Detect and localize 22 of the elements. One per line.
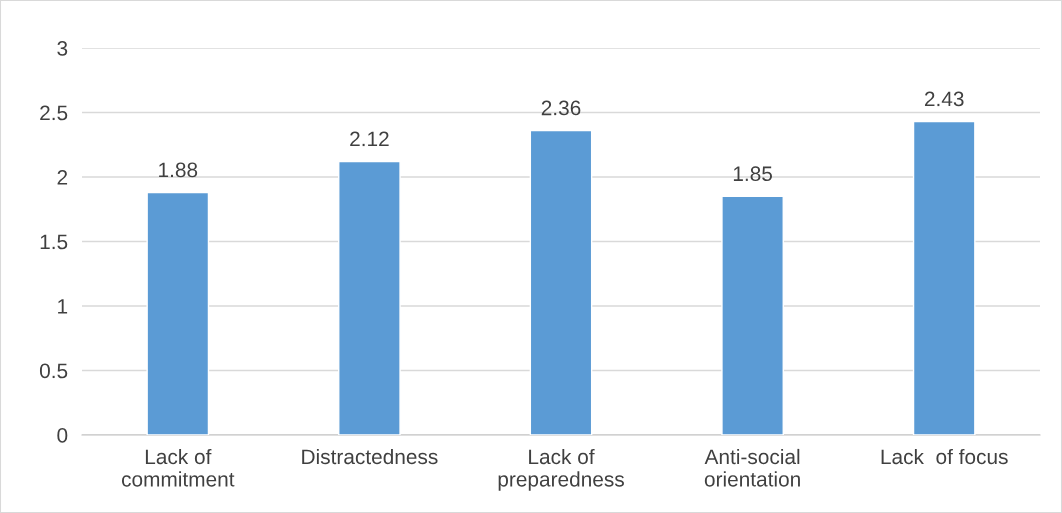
x-tick-label: Lack of preparedness	[498, 448, 624, 491]
bar	[721, 195, 784, 435]
y-tick-label: 2.5	[40, 105, 68, 121]
x-tick-label: Lack of focus	[881, 448, 1008, 465]
bar	[529, 129, 593, 435]
y-tick-label: 0.5	[39, 363, 68, 379]
y-tick-label: 3	[57, 41, 68, 56]
data-label: 2.36	[541, 100, 581, 116]
y-tick-label: 2	[57, 170, 68, 185]
data-label: 1.85	[733, 166, 772, 182]
data-label: 2.43	[924, 91, 964, 107]
x-tick-label: Lack of commitment	[121, 448, 235, 487]
data-label: 1.88	[159, 162, 198, 178]
bar	[912, 120, 976, 435]
x-tick-label: Distractedness	[302, 448, 438, 465]
y-tick-label: 0	[57, 428, 68, 443]
bar	[338, 160, 401, 435]
x-tick-label: Anti-social orientation	[704, 448, 800, 487]
y-tick-label: 1.5	[40, 234, 68, 250]
y-tick-label: 1	[58, 299, 68, 314]
data-label: 2.12	[350, 131, 389, 147]
bar	[146, 191, 210, 435]
